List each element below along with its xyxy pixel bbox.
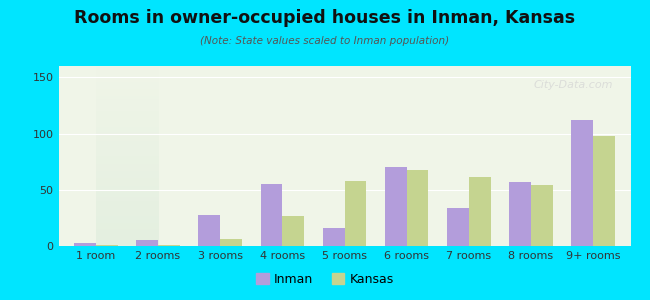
Bar (509, 182, 531, 246)
Bar (220, 239, 242, 246)
Bar (385, 167, 407, 246)
Bar (593, 136, 615, 246)
Bar (571, 120, 593, 246)
Text: City-Data.com: City-Data.com (534, 80, 614, 90)
Bar (198, 214, 220, 246)
Bar (74, 243, 96, 246)
Bar (344, 181, 366, 246)
Text: Rooms in owner-occupied houses in Inman, Kansas: Rooms in owner-occupied houses in Inman,… (75, 9, 575, 27)
Text: (Note: State values scaled to Inman population): (Note: State values scaled to Inman popu… (200, 36, 450, 46)
Bar (407, 169, 428, 246)
Bar (282, 216, 304, 246)
Bar (469, 177, 491, 246)
Bar (323, 228, 345, 246)
Bar (531, 185, 552, 246)
Bar (158, 245, 180, 246)
Bar (447, 208, 469, 246)
Bar (136, 240, 158, 246)
Legend: Inman, Kansas: Inman, Kansas (252, 268, 398, 291)
Bar (261, 184, 282, 246)
Bar (96, 245, 118, 246)
